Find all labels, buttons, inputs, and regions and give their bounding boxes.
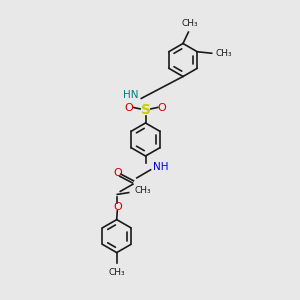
Text: CH₃: CH₃ <box>135 186 151 195</box>
Text: CH₃: CH₃ <box>216 49 232 58</box>
Text: CH₃: CH₃ <box>108 268 125 277</box>
Text: O: O <box>113 168 122 178</box>
Text: NH: NH <box>153 162 168 172</box>
Text: CH₃: CH₃ <box>181 19 198 28</box>
Text: S: S <box>140 103 151 117</box>
Text: O: O <box>158 103 166 113</box>
Text: O: O <box>113 202 122 212</box>
Text: HN: HN <box>123 90 138 100</box>
Text: O: O <box>124 103 134 113</box>
